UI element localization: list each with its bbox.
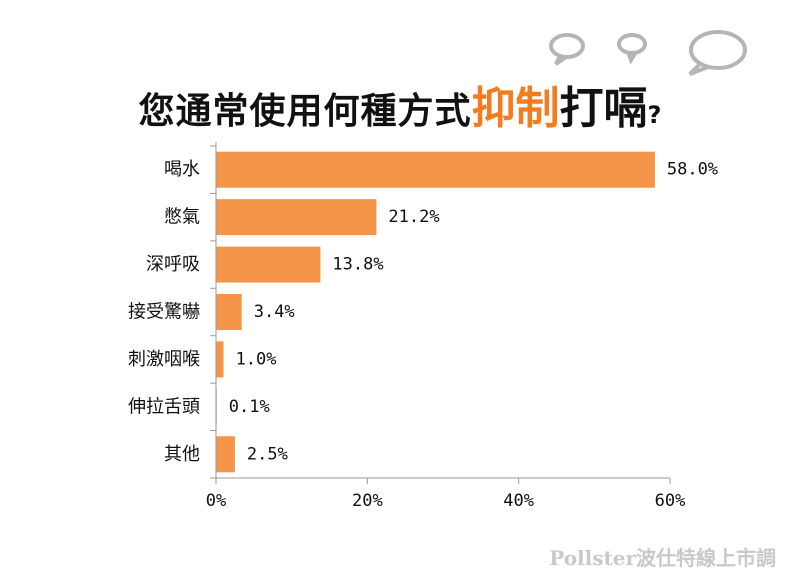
title-question-mark: ?: [647, 101, 662, 129]
chart-title: 您通常使用何種方式抑制打嗝?: [0, 72, 800, 136]
bar: [216, 341, 224, 378]
bar: [216, 436, 235, 473]
speech-bubble-tail-icon: [554, 55, 568, 66]
x-tick-label: 60%: [655, 491, 686, 511]
category-label: 其他: [164, 444, 200, 465]
title-part-main: 您通常使用何種方式: [138, 91, 472, 132]
value-label: 0.1%: [229, 397, 270, 417]
value-label: 13.8%: [332, 255, 383, 275]
bar: [216, 199, 377, 236]
speech-bubble-icon-tiny: [617, 33, 647, 55]
category-label: 伸拉舌頭: [128, 396, 200, 417]
speech-bubble-tail-icon: [688, 62, 709, 76]
bar: [216, 151, 655, 188]
value-label: 58.0%: [667, 160, 718, 180]
category-label: 喝水: [164, 159, 200, 180]
bar: [216, 246, 321, 283]
value-label: 1.0%: [236, 349, 277, 369]
value-label: 3.4%: [254, 302, 295, 322]
source-watermark: Pollster波仕特線上市調: [549, 546, 776, 570]
title-part-highlight: 抑制: [471, 83, 560, 134]
x-tick-label: 40%: [503, 491, 534, 511]
category-label: 憋氣: [164, 207, 200, 228]
speech-bubble-tail-icon: [626, 50, 638, 65]
x-tick-label: 0%: [206, 491, 226, 511]
speech-bubble-icon-large: [689, 30, 747, 70]
bar: [216, 294, 242, 330]
value-label: 2.5%: [247, 444, 288, 464]
category-label: 刺激咽喉: [128, 349, 200, 370]
category-label: 接受驚嚇: [128, 302, 200, 323]
value-label: 21.2%: [388, 207, 439, 227]
category-label: 深呼吸: [146, 254, 200, 275]
speech-bubble-icon-small: [549, 33, 585, 59]
x-tick-label: 20%: [352, 491, 383, 511]
title-part-bold: 打嗝: [559, 83, 648, 134]
